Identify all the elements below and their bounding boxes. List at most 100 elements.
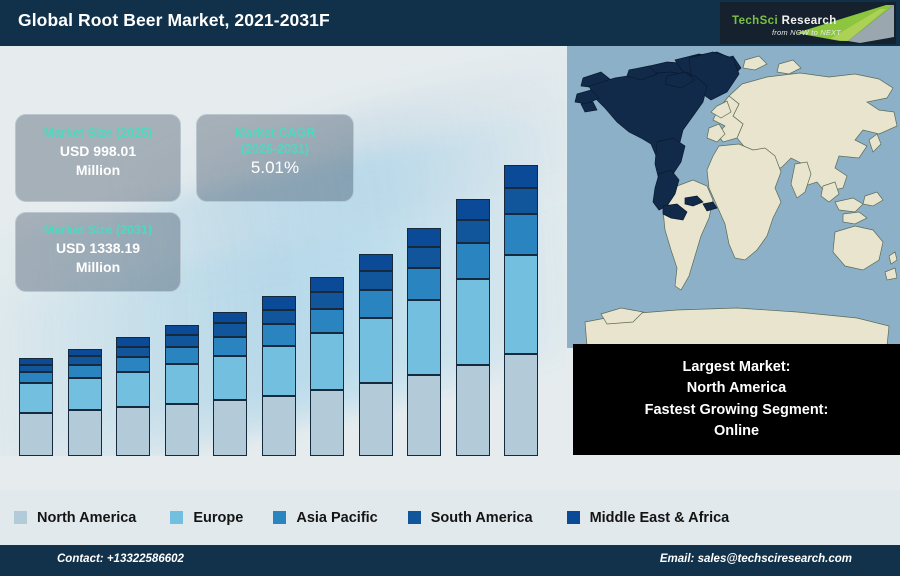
info-box-value-line1: USD 1338.19 [55, 239, 141, 256]
bar-segment-asia-pacific [407, 267, 441, 300]
bar-segment-north-america [116, 407, 150, 456]
logo-arrow-icon [796, 5, 894, 43]
bar-segment-asia-pacific [455, 242, 490, 279]
bar-segment-north-america [407, 375, 441, 456]
footer-bar: Contact: +13322586602 Email: sales@techs… [0, 545, 900, 576]
stacked-bar [19, 358, 53, 456]
bar-segment-south-america [19, 364, 53, 373]
stacked-bar [504, 165, 538, 456]
legend-swatch [14, 511, 27, 524]
bar-segment-europe [116, 371, 150, 408]
bar-segment-middle-east-africa [116, 337, 150, 347]
bar-segment-south-america [164, 335, 199, 348]
legend-swatch [170, 511, 184, 524]
stacked-bar [358, 254, 393, 456]
logo-brand-research: Research [778, 15, 837, 27]
info-box-value-line2: Million [75, 258, 121, 275]
legend-item: Asia Pacific [273, 509, 378, 526]
bar-segment-europe [213, 355, 247, 401]
legend-item: Middle East & Africa [566, 509, 730, 526]
info-box-market-size-2031: Market Size (2031) USD 1338.19 Million [15, 212, 181, 292]
info-box-market-size-2025: Market Size (2025) USD 998.01 Million [15, 114, 181, 202]
callout-panel: Largest Market: North America Fastest Gr… [573, 344, 900, 455]
legend-item: Europe [170, 510, 243, 526]
callout-line-largest-market-value: North America [686, 380, 787, 397]
info-box-value-line2: Million [75, 161, 121, 178]
stacked-bar [310, 277, 344, 456]
bar-segment-asia-pacific [116, 356, 150, 372]
bar-segment-south-america [261, 309, 296, 325]
legend-label: Europe [193, 509, 244, 526]
legend-swatch [407, 511, 421, 524]
stacked-bar-chart: 202120222023202420252026E2027F2028F2029F… [0, 46, 566, 490]
bar-segment-south-america [504, 188, 538, 214]
techsci-research-logo: TechSci Research from NOW to NEXT [720, 2, 896, 44]
bar-segment-south-america [455, 219, 490, 243]
bar-segment-europe [310, 333, 344, 391]
footer-contact: Contact: +13322586602 [57, 553, 184, 565]
bar-segment-north-america [164, 403, 199, 456]
legend-item: North America [14, 510, 136, 526]
bar-segment-north-america [310, 390, 344, 456]
legend-swatch [566, 511, 580, 524]
bar-segment-asia-pacific [358, 289, 393, 318]
legend-label: Asia Pacific [296, 509, 378, 526]
bar-segment-europe [407, 299, 441, 376]
info-box-label: Market CAGR [234, 126, 316, 140]
map-north-america-highlight [574, 51, 742, 221]
info-box-value-cagr: 5.01% [250, 158, 300, 178]
callout-line-fastest-segment-value: Online [713, 422, 760, 439]
stacked-bar [164, 324, 199, 456]
bar-segment-middle-east-africa [67, 348, 102, 357]
logo-wordmark: TechSci Research [732, 15, 837, 27]
bar-segment-north-america [504, 354, 538, 456]
stacked-bar [116, 337, 150, 456]
bar-segment-asia-pacific [67, 365, 102, 378]
legend-label: Middle East & Africa [589, 509, 730, 526]
bar-segment-middle-east-africa [358, 254, 393, 272]
bar-segment-asia-pacific [261, 324, 296, 346]
bar-segment-middle-east-africa [164, 324, 199, 336]
bar-segment-middle-east-africa [504, 165, 538, 189]
bar-segment-north-america [261, 396, 296, 456]
logo-brand-techsci: TechSci [732, 15, 779, 27]
stacked-bar [261, 296, 296, 456]
stacked-bar [67, 348, 102, 456]
bar-segment-europe [67, 377, 102, 410]
bar-segment-south-america [358, 271, 393, 290]
bar-segment-europe [455, 278, 490, 366]
world-map-svg [567, 46, 900, 348]
bar-segment-asia-pacific [19, 372, 53, 384]
callout-line-fastest-segment-label: Fastest Growing Segment: [644, 401, 829, 418]
bar-segment-south-america [310, 292, 344, 309]
stacked-bar [213, 311, 247, 456]
callout-line-largest-market-label: Largest Market: [682, 359, 791, 376]
bar-segment-europe [358, 317, 393, 384]
bar-segment-asia-pacific [310, 308, 344, 334]
info-box-label: Market Size (2025) [43, 126, 153, 140]
legend-label: North America [37, 509, 137, 526]
bar-segment-europe [19, 383, 53, 413]
bar-segment-north-america [19, 412, 53, 456]
info-box-market-cagr: Market CAGR (2026-2031) 5.01% [196, 114, 354, 202]
world-map [567, 46, 900, 348]
logo-tagline: from NOW to NEXT [772, 28, 842, 37]
stacked-bar [407, 227, 441, 456]
bar-segment-north-america [455, 365, 490, 456]
header-bar: Global Root Beer Market, 2021-2031F Tech… [0, 0, 900, 46]
bar-segment-europe [164, 363, 199, 404]
bar-segment-north-america [213, 400, 247, 456]
info-box-value-line1: USD 998.01 [59, 142, 137, 159]
info-box-label-period: (2026-2031) [240, 141, 310, 156]
bar-segment-south-america [213, 323, 247, 337]
x-axis-strip [0, 456, 566, 490]
chart-panel: Market Size (2025) USD 998.01 Million Ma… [0, 46, 566, 490]
bar-segment-south-america [407, 246, 441, 268]
bar-segment-middle-east-africa [261, 296, 296, 310]
bar-segment-asia-pacific [504, 213, 538, 256]
info-box-label: Market Size (2031) [43, 223, 153, 237]
bar-segment-middle-east-africa [455, 198, 490, 220]
legend-label: South America [430, 509, 533, 526]
bar-segment-asia-pacific [164, 347, 199, 364]
